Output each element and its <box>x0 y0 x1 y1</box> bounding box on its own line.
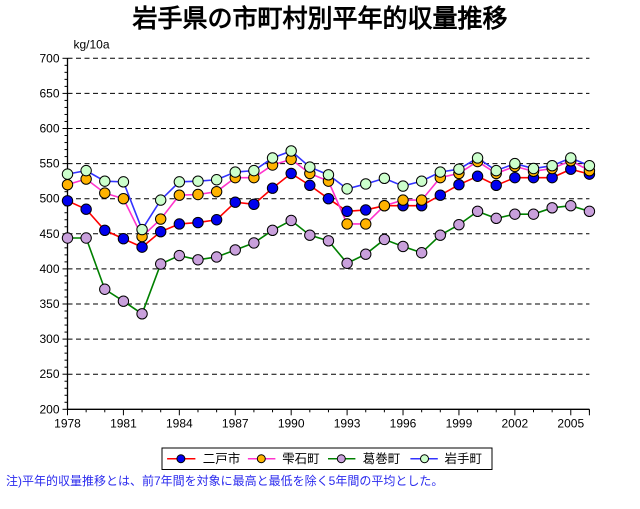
svg-text:650: 650 <box>39 86 59 100</box>
svg-text:450: 450 <box>39 227 59 241</box>
svg-text:2002: 2002 <box>502 416 529 430</box>
svg-text:1981: 1981 <box>110 416 137 430</box>
svg-text:300: 300 <box>39 332 59 346</box>
svg-text:葛巻町: 葛巻町 <box>363 452 401 466</box>
svg-text:1993: 1993 <box>334 416 361 430</box>
svg-text:250: 250 <box>39 367 59 381</box>
svg-text:1990: 1990 <box>278 416 305 430</box>
svg-text:1978: 1978 <box>54 416 81 430</box>
svg-text:1984: 1984 <box>166 416 193 430</box>
svg-text:雫石町: 雫石町 <box>282 452 320 466</box>
svg-text:500: 500 <box>39 192 59 206</box>
svg-text:2005: 2005 <box>557 416 584 430</box>
svg-text:550: 550 <box>39 157 59 171</box>
svg-text:1996: 1996 <box>390 416 417 430</box>
svg-text:1999: 1999 <box>446 416 473 430</box>
svg-text:二戸市: 二戸市 <box>203 451 241 466</box>
svg-text:600: 600 <box>39 122 59 136</box>
svg-text:kg/10a: kg/10a <box>74 37 110 51</box>
svg-text:700: 700 <box>39 51 59 65</box>
svg-text:岩手町: 岩手町 <box>445 451 483 466</box>
svg-text:1987: 1987 <box>222 416 249 430</box>
svg-text:350: 350 <box>39 297 59 311</box>
svg-text:400: 400 <box>39 262 59 276</box>
svg-text:200: 200 <box>39 402 59 416</box>
